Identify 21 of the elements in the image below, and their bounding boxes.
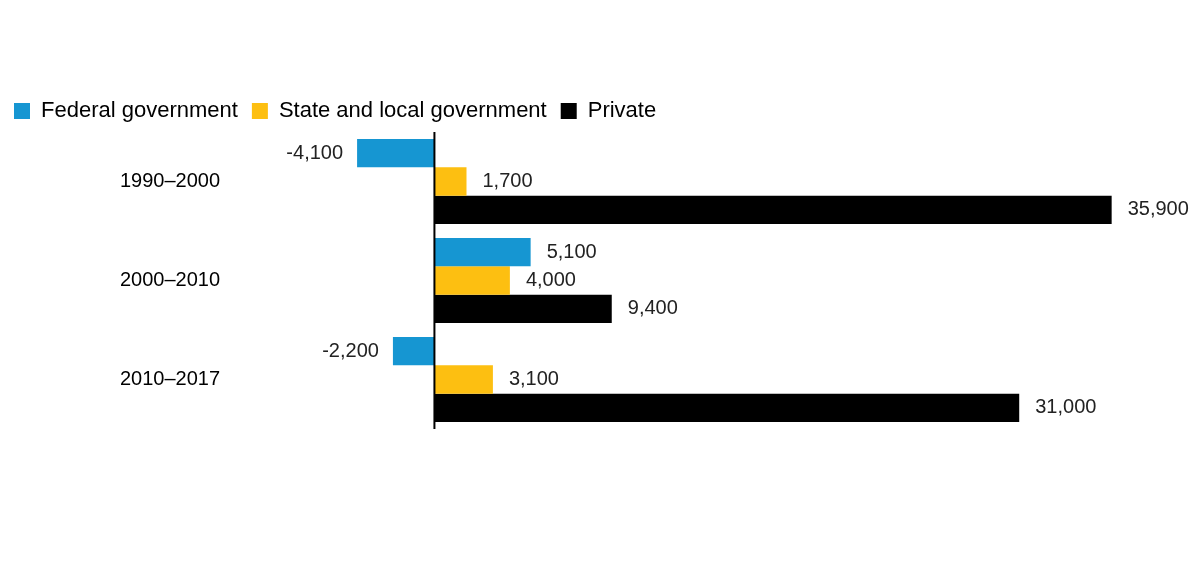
data-label: 35,900 bbox=[1127, 197, 1189, 220]
data-label: 5,100 bbox=[546, 239, 597, 262]
bar bbox=[357, 138, 435, 168]
data-label: -4,100 bbox=[286, 140, 344, 163]
y-tick-label: 2010–2017 bbox=[120, 367, 221, 390]
y-tick-label: 2000–2010 bbox=[120, 268, 221, 291]
legend-label: Private bbox=[587, 97, 657, 123]
data-label: 4,000 bbox=[525, 268, 576, 291]
data-label: -2,200 bbox=[322, 338, 379, 361]
legend-label: State and local government bbox=[278, 97, 547, 123]
data-label: 31,000 bbox=[1035, 395, 1097, 418]
bar bbox=[434, 237, 531, 267]
legend-label: Federal government bbox=[41, 97, 238, 123]
bar bbox=[434, 266, 510, 295]
bar bbox=[392, 336, 435, 366]
bar bbox=[434, 365, 493, 394]
data-label: 1,700 bbox=[482, 169, 533, 192]
y-tick-label: 1990–2000 bbox=[120, 169, 221, 192]
bar bbox=[434, 167, 467, 196]
data-label: 9,400 bbox=[627, 296, 678, 319]
data-label: 3,100 bbox=[508, 367, 559, 390]
